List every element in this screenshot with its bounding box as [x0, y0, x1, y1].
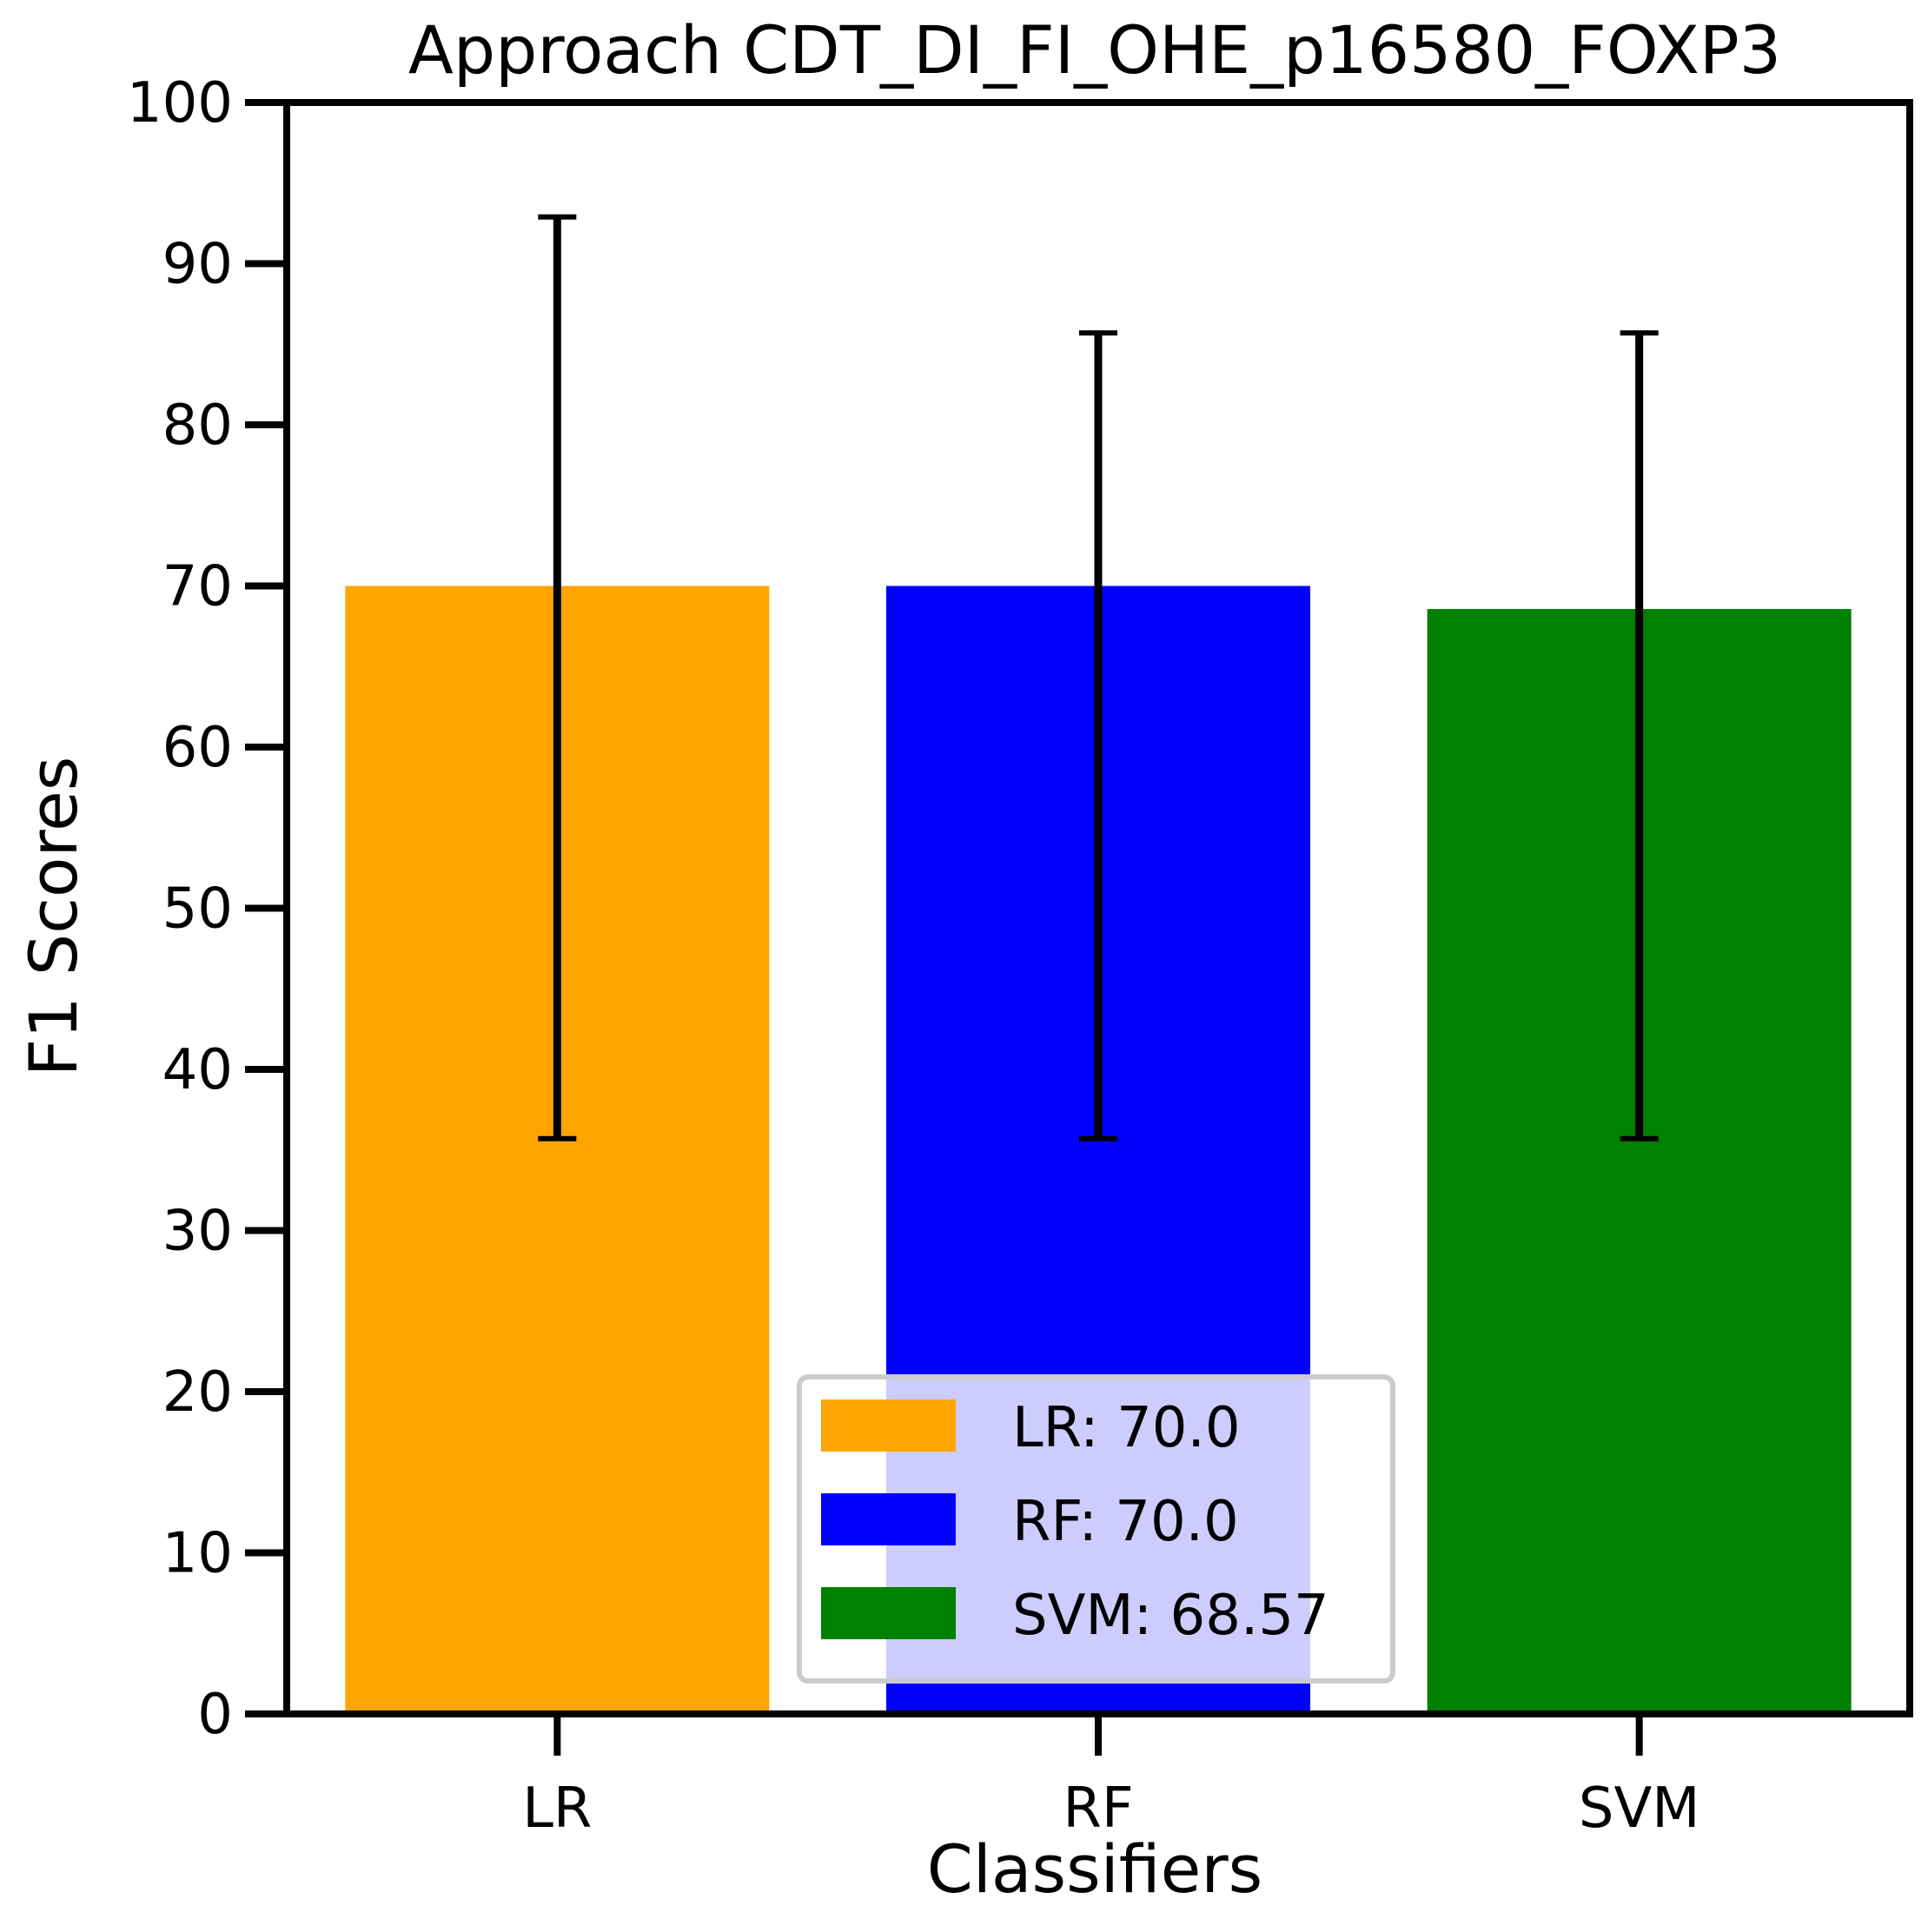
x-axis: LR RF SVM — [522, 1714, 1699, 1841]
y-tick-label-40: 40 — [162, 1038, 233, 1102]
error-bars-group — [538, 214, 1659, 1141]
y-tick-label-70: 70 — [162, 555, 233, 619]
plot-frame — [283, 99, 1913, 1717]
x-axis-label: Classifiers — [927, 1830, 1263, 1908]
chart-title: Approach CDT_DI_FI_OHE_p16580_FOXP3 — [408, 11, 1781, 89]
y-tick-label-90: 90 — [162, 233, 233, 297]
legend-swatch-svm — [821, 1587, 956, 1639]
y-tick-label-0: 0 — [197, 1683, 233, 1747]
y-tick-label-10: 10 — [162, 1522, 233, 1586]
x-tick-label-svm: SVM — [1579, 1777, 1700, 1841]
legend-label-svm: SVM: 68.57 — [1012, 1584, 1329, 1648]
y-tick-label-60: 60 — [162, 716, 233, 780]
y-tick-label-30: 30 — [162, 1200, 233, 1264]
legend-swatch-lr — [821, 1399, 956, 1452]
x-tick-label-rf: RF — [1063, 1777, 1133, 1841]
y-tick-label-100: 100 — [127, 71, 233, 136]
legend: LR: 70.0 RF: 70.0 SVM: 68.57 — [797, 1374, 1395, 1684]
y-tick-label-50: 50 — [162, 877, 233, 942]
y-axis-label: F1 Scores — [15, 757, 92, 1077]
y-tick-label-80: 80 — [162, 394, 233, 458]
legend-label-lr: LR: 70.0 — [1012, 1396, 1241, 1460]
y-axis: 0 10 20 30 40 50 60 70 80 90 100 — [127, 71, 287, 1747]
legend-label-rf: RF: 70.0 — [1012, 1490, 1239, 1554]
legend-swatch-rf — [821, 1493, 956, 1545]
y-tick-label-20: 20 — [162, 1360, 233, 1425]
x-tick-label-lr: LR — [522, 1777, 592, 1841]
